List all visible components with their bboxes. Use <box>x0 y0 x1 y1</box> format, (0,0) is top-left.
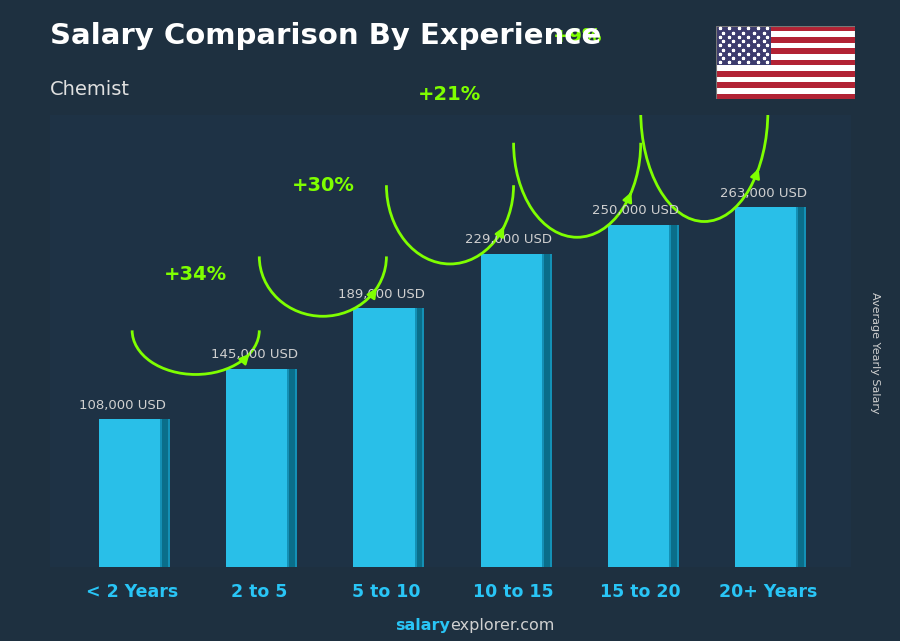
Bar <box>716 43 855 48</box>
Bar <box>716 54 855 60</box>
Bar <box>716 26 771 65</box>
Text: +21%: +21% <box>418 85 482 104</box>
Bar <box>716 77 855 82</box>
Bar <box>99 419 166 567</box>
Text: 108,000 USD: 108,000 USD <box>78 399 166 412</box>
Text: 229,000 USD: 229,000 USD <box>465 233 553 246</box>
Bar <box>417 308 422 567</box>
Text: explorer.com: explorer.com <box>450 619 554 633</box>
Text: salary: salary <box>395 619 450 633</box>
Bar <box>415 308 425 567</box>
Bar <box>716 88 855 94</box>
Text: +30%: +30% <box>292 176 355 194</box>
Bar <box>162 419 168 567</box>
Bar <box>160 419 170 567</box>
Text: 145,000 USD: 145,000 USD <box>211 348 298 361</box>
Bar <box>798 207 804 567</box>
Bar <box>544 254 550 567</box>
Bar <box>481 254 546 567</box>
Text: Salary Comparison By Experience: Salary Comparison By Experience <box>50 22 601 51</box>
Bar <box>734 207 801 567</box>
Bar <box>716 82 855 88</box>
Bar <box>287 369 297 567</box>
Bar <box>716 94 855 99</box>
Bar <box>290 369 295 567</box>
Bar <box>716 26 855 31</box>
Bar <box>716 60 855 65</box>
Text: Average Yearly Salary: Average Yearly Salary <box>869 292 880 413</box>
Bar <box>716 48 855 54</box>
Text: 263,000 USD: 263,000 USD <box>719 187 806 199</box>
Text: 189,000 USD: 189,000 USD <box>338 288 425 301</box>
Bar <box>796 207 806 567</box>
Bar <box>226 369 292 567</box>
Bar <box>716 31 855 37</box>
Bar <box>716 71 855 77</box>
Bar <box>542 254 552 567</box>
Bar <box>669 225 679 567</box>
Bar <box>716 37 855 43</box>
Text: +34%: +34% <box>164 265 228 284</box>
Bar <box>716 65 855 71</box>
Bar <box>670 225 677 567</box>
Text: 250,000 USD: 250,000 USD <box>592 204 680 217</box>
Bar <box>354 308 419 567</box>
Text: Chemist: Chemist <box>50 80 130 99</box>
Text: +9%: +9% <box>553 27 602 46</box>
Bar <box>608 225 674 567</box>
